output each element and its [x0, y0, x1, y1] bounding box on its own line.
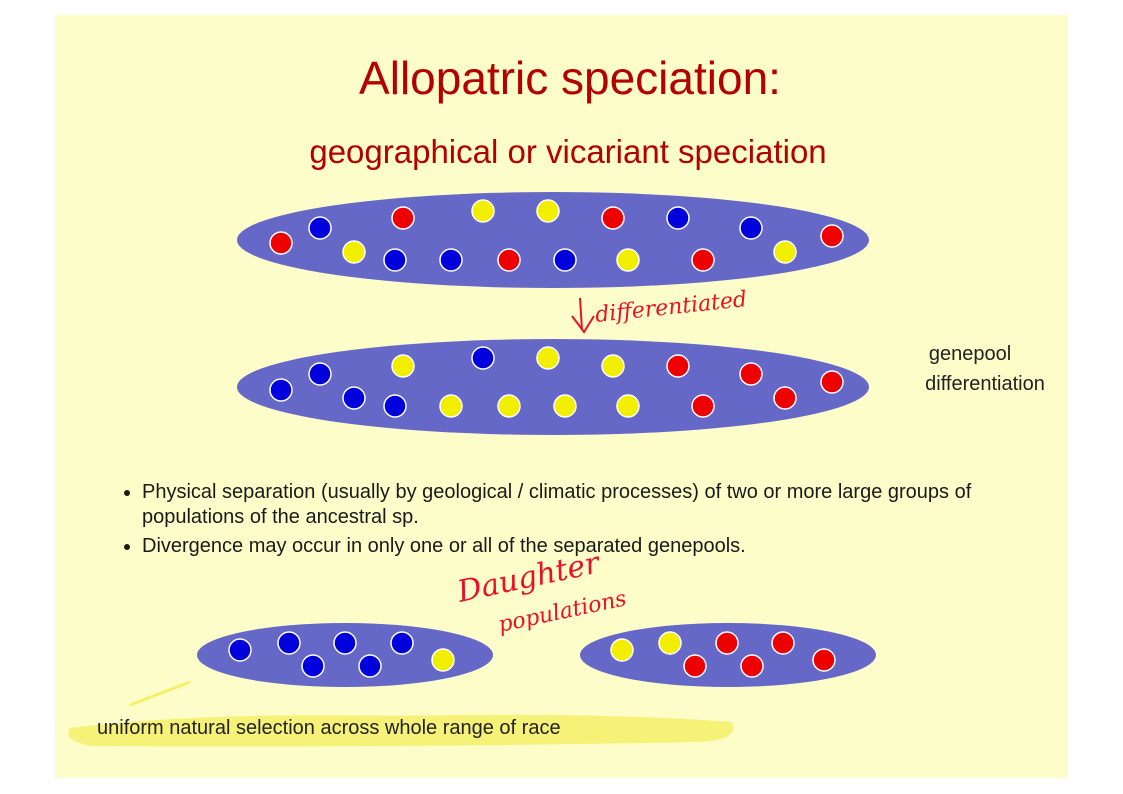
bullet: Physical separation (usually by geologic…	[142, 480, 1022, 530]
allele-dot	[773, 386, 797, 410]
allele-dot	[333, 631, 357, 655]
allele-dot	[601, 354, 625, 378]
allele-dot	[691, 394, 715, 418]
allele-dot	[277, 631, 301, 655]
population-ellipse	[197, 623, 493, 687]
handwritten-note: differentiated	[594, 287, 748, 328]
allele-dot	[536, 199, 560, 223]
allele-dot	[771, 631, 795, 655]
allele-dot	[497, 248, 521, 272]
allele-dot	[812, 648, 836, 672]
highlighted-text: uniform natural selection across whole r…	[97, 717, 561, 739]
allele-dot	[342, 240, 366, 264]
allele-dot	[616, 248, 640, 272]
allele-dot	[616, 394, 640, 418]
allele-dot	[269, 378, 293, 402]
side-label: differentiation	[925, 373, 1045, 395]
arrow	[571, 297, 595, 334]
allele-dot	[358, 654, 382, 678]
allele-dot	[308, 362, 332, 386]
allele-dot	[383, 394, 407, 418]
allele-dot	[471, 346, 495, 370]
bullet: Divergence may occur in only one or all …	[142, 534, 1022, 559]
title: Allopatric speciation:	[359, 52, 781, 104]
allele-dot	[715, 631, 739, 655]
allele-dot	[439, 394, 463, 418]
allele-dot	[497, 394, 521, 418]
allele-dot	[683, 654, 707, 678]
allele-dot	[439, 248, 463, 272]
allele-dot	[820, 224, 844, 248]
allele-dot	[308, 216, 332, 240]
allele-dot	[536, 346, 560, 370]
allele-dot	[739, 362, 763, 386]
allele-dot	[739, 216, 763, 240]
allele-dot	[601, 206, 625, 230]
allele-dot	[691, 248, 715, 272]
highlighter	[68, 714, 734, 747]
allele-dot	[740, 654, 764, 678]
population-ellipse	[580, 623, 876, 687]
allele-dot	[666, 354, 690, 378]
allele-dot	[390, 631, 414, 655]
subtitle: geographical or vicariant speciation	[309, 133, 826, 170]
allele-dot	[383, 248, 407, 272]
allele-dot	[553, 394, 577, 418]
allele-dot	[391, 206, 415, 230]
allele-dot	[658, 631, 682, 655]
highlighter-stroke	[129, 680, 191, 707]
allele-dot	[228, 638, 252, 662]
allele-dot	[269, 231, 293, 255]
side-label: genepool	[929, 343, 1011, 365]
allele-dot	[301, 654, 325, 678]
allele-dot	[820, 370, 844, 394]
allele-dot	[342, 386, 366, 410]
allele-dot	[471, 199, 495, 223]
allele-dot	[391, 354, 415, 378]
allele-dot	[773, 240, 797, 264]
allele-dot	[610, 638, 634, 662]
allele-dot	[553, 248, 577, 272]
allele-dot	[666, 206, 690, 230]
allele-dot	[431, 648, 455, 672]
bullet-list: Physical separation (usually by geologic…	[112, 480, 1022, 563]
